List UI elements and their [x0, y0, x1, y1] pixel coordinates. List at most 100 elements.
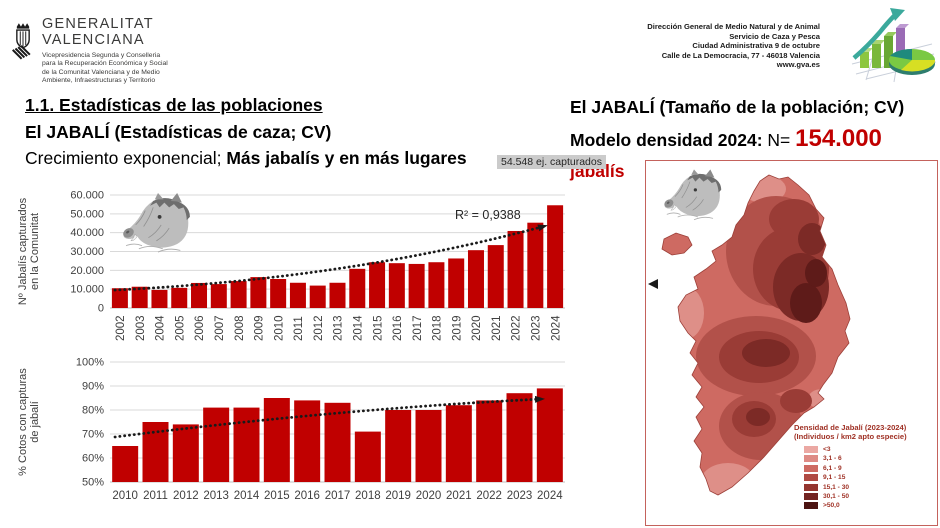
bar-2019 [448, 258, 465, 308]
x-tick-label: 2009 [254, 315, 266, 341]
bar-2014 [349, 268, 366, 308]
bar-2022 [476, 400, 503, 482]
x-tick-label: 2004 [155, 315, 167, 341]
text-line: www.gva.es [776, 60, 820, 70]
population-estimate-value: 154.000 [795, 125, 882, 152]
y-tick-label: 80% [82, 405, 104, 417]
x-tick-label: 2019 [385, 490, 411, 502]
legend-item: 6,1 - 9 [804, 464, 934, 472]
bar-2020 [415, 410, 442, 482]
bar-2021 [487, 245, 504, 308]
x-tick-label: 2013 [333, 315, 345, 341]
legend-label: 15,1 - 30 [823, 483, 850, 491]
population-title: El JABALÍ (Tamaño de la población; CV) [570, 97, 905, 117]
bar-2004 [151, 289, 168, 308]
bar-2007 [210, 284, 227, 308]
y-tick-label: 50% [82, 477, 104, 489]
bar-2016 [388, 263, 405, 308]
text-line: de la Comunitat Valenciana y de Medio [42, 68, 160, 76]
bar-2024 [536, 388, 563, 482]
bar-2012 [309, 285, 326, 308]
n-equals: N= [762, 130, 796, 150]
y-tick-label: 0 [98, 303, 104, 315]
bar-2015 [369, 262, 386, 308]
x-tick-label: 2012 [173, 490, 199, 502]
x-tick-label: 2015 [264, 490, 290, 502]
map-pointer-arrow [648, 279, 658, 289]
bar-2019 [385, 410, 412, 482]
x-tick-label: 2020 [471, 315, 483, 341]
y-tick-label: 20.000 [70, 265, 104, 277]
legend-item: 15,1 - 30 [804, 483, 934, 491]
map-legend: Densidad de Jabalí (2023-2024) (Individu… [794, 423, 934, 510]
gva-emblem-icon [12, 23, 31, 60]
x-tick-label: 2011 [293, 316, 305, 341]
legend-swatch [804, 492, 818, 500]
x-tick-label: 2008 [234, 315, 246, 341]
legend-label: >50,0 [823, 502, 840, 510]
gva-logo: GENERALITAT VALENCIANA Vicepresidencia S… [10, 12, 168, 85]
bar-2013 [203, 407, 230, 482]
statistics-3d-chart-icon [851, 8, 937, 83]
bar-2018 [354, 431, 381, 482]
x-tick-label: 2019 [451, 315, 463, 341]
bar-2023 [506, 393, 533, 482]
x-tick-label: 2023 [531, 315, 543, 341]
x-tick-label: 2021 [446, 490, 472, 502]
section-title: 1.1. Estadísticas de las poblaciones [25, 95, 323, 115]
y-axis-title: Nº Jabalís capturadosen la Comunitat [18, 197, 41, 305]
legend-rows: <3 3,1 - 6 6,1 - 9 9,1 - 15 15,1 - 30 30,1 - … [804, 446, 934, 510]
valencia-density-map [648, 174, 851, 496]
x-tick-label: 2013 [203, 490, 229, 502]
trendline [113, 224, 548, 292]
growth-text: Crecimiento exponencial; [25, 148, 227, 168]
bar-2023 [527, 222, 544, 308]
legend-label: <3 [823, 446, 831, 453]
legend-item: <3 [804, 446, 934, 453]
legend-title-line2: (Individuos / km2 apto especie) [794, 432, 907, 441]
bar-2006 [191, 282, 208, 308]
y-tick-label: 60.000 [70, 190, 104, 202]
text-line: Ambiente, Infraestructuras y Territorio [42, 76, 156, 84]
bar-2005 [171, 287, 188, 308]
bar-2010 [112, 446, 139, 482]
legend-swatch [804, 502, 818, 510]
x-tick-label: 2014 [234, 490, 260, 502]
legend-swatch [804, 464, 818, 472]
x-tick-label: 2022 [476, 490, 502, 502]
subtitle-growth: Crecimiento exponencial; Más jabalís y e… [25, 145, 467, 172]
trendline [113, 395, 545, 439]
x-tick-label: 2020 [416, 490, 442, 502]
bar-2014 [233, 407, 260, 482]
bar-2010 [270, 279, 287, 308]
y-tick-label: 100% [76, 357, 104, 369]
gva-name-line1: GENERALITAT [42, 16, 154, 32]
x-tick-label: 2012 [313, 315, 325, 341]
bar-2011 [289, 282, 306, 308]
legend-swatch [804, 455, 818, 463]
x-tick-label: 2018 [432, 315, 444, 341]
x-tick-label: 2007 [214, 315, 226, 341]
x-tick-label: 2002 [115, 315, 127, 341]
legend-label: 6,1 - 9 [823, 464, 842, 472]
bar-2013 [329, 282, 346, 308]
legend-label: 9,1 - 15 [823, 474, 846, 482]
legend-item: 9,1 - 15 [804, 474, 934, 482]
legend-swatch [804, 474, 818, 482]
y-tick-label: 30.000 [70, 246, 104, 258]
y-tick-label: 40.000 [70, 227, 104, 239]
bar-2024 [547, 205, 564, 308]
subtitle-hunting-stats: El JABALÍ (Estadísticas de caza; CV) [25, 121, 332, 142]
cotos-bar-chart: 50% 60% 70% 80% 90% 100% 2010 2011 2012 2013 2014 2… [18, 353, 570, 525]
x-tick-label: 2011 [143, 490, 168, 502]
text-line: Vicepresidencia Segunda y Conselleria [42, 52, 161, 59]
legend-title-line1: Densidad de Jabalí (2023-2024) [794, 423, 907, 432]
captured-2024-badge: 54.548 ej. capturados [497, 155, 606, 169]
bar-2003 [131, 286, 148, 308]
bar-2011 [142, 422, 169, 482]
legend-swatch [804, 446, 818, 453]
x-tick-label: 2017 [325, 490, 351, 502]
x-tick-label: 2022 [511, 315, 523, 341]
x-tick-label: 2023 [507, 490, 533, 502]
legend-label: 3,1 - 6 [823, 455, 842, 463]
